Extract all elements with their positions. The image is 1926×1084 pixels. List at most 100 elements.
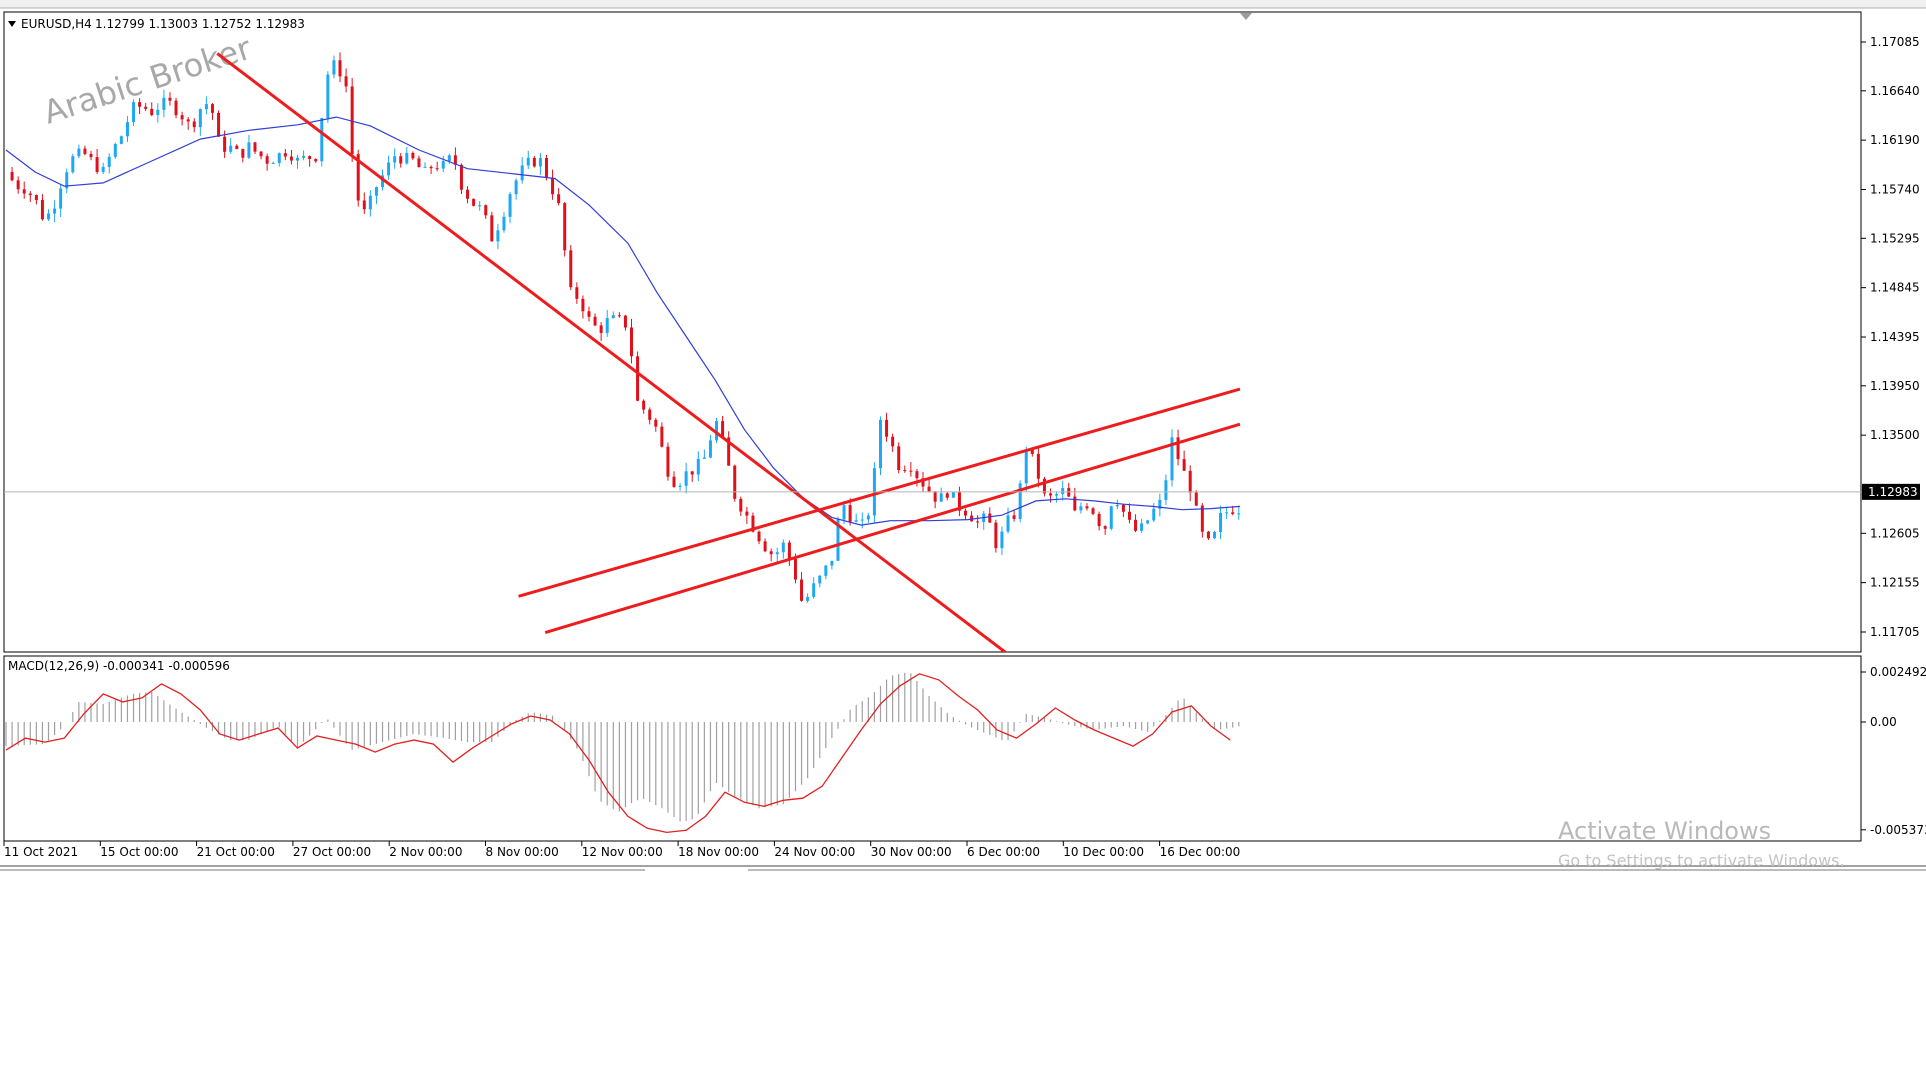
candle-body xyxy=(466,189,470,199)
candle-body xyxy=(702,457,706,459)
candle-body xyxy=(265,156,269,164)
candle-body xyxy=(1225,512,1229,514)
candle-body xyxy=(939,493,943,502)
candle-body xyxy=(1140,523,1144,531)
candle-body xyxy=(1030,449,1034,454)
candle-body xyxy=(283,153,287,157)
candle-body xyxy=(259,151,263,157)
candle-body xyxy=(447,155,451,162)
candle-body xyxy=(666,446,670,477)
candle-body xyxy=(1152,508,1156,521)
candle-body xyxy=(101,166,105,173)
windows-activation-subtitle: Go to Settings to activate Windows. xyxy=(1558,851,1845,870)
candle-body xyxy=(65,172,69,189)
ohlc-values: 1.12799 1.13003 1.12752 1.12983 xyxy=(95,17,305,31)
trendline-3[interactable] xyxy=(544,422,1241,634)
price-tick-label: 1.15295 xyxy=(1870,231,1920,245)
candle-body xyxy=(89,153,93,158)
candle-body xyxy=(192,121,196,128)
candle-body xyxy=(678,485,682,487)
candle-body xyxy=(338,60,342,77)
candle-body xyxy=(1176,437,1180,460)
candle-body xyxy=(1115,504,1119,507)
candle-body xyxy=(119,136,123,144)
candle-body xyxy=(253,142,257,152)
symbol-dropdown-icon[interactable] xyxy=(8,21,16,27)
candle-body xyxy=(1049,493,1053,496)
candle-body xyxy=(453,155,457,165)
candle-body xyxy=(132,102,136,123)
candle-body xyxy=(1055,493,1059,496)
candle-body xyxy=(162,97,166,110)
candle-body xyxy=(587,311,591,317)
candle-body xyxy=(198,109,202,128)
candle-body xyxy=(660,426,664,447)
candle-body xyxy=(800,579,804,601)
candle-body xyxy=(508,194,512,217)
candle-body xyxy=(976,521,980,523)
candle-body xyxy=(842,505,846,520)
candle-body xyxy=(854,520,858,522)
candle-body xyxy=(994,522,998,549)
candle-body xyxy=(459,164,463,190)
macd-panel[interactable] xyxy=(3,655,1862,842)
candle-body xyxy=(22,189,26,194)
candle-body xyxy=(1170,437,1174,481)
candle-body xyxy=(654,419,658,427)
time-tick-label: 10 Dec 00:00 xyxy=(1063,845,1144,859)
candle-body xyxy=(630,327,634,357)
candle-body xyxy=(818,575,822,584)
candle-body xyxy=(557,194,561,204)
candle-body xyxy=(295,157,299,161)
candle-body xyxy=(1024,449,1028,484)
candle-body xyxy=(1091,508,1095,514)
price-tick-label: 1.16190 xyxy=(1870,133,1920,147)
trendline-1[interactable] xyxy=(216,52,1014,659)
candle-body xyxy=(623,315,627,328)
candle-body xyxy=(484,205,488,216)
candle-body xyxy=(34,195,38,201)
time-tick-label: 2 Nov 00:00 xyxy=(389,845,462,859)
candle-body xyxy=(781,542,785,553)
candle-body xyxy=(806,596,810,601)
price-tick-label: 1.16640 xyxy=(1870,84,1920,98)
price-tick-label: 1.13500 xyxy=(1870,428,1920,442)
candle-body xyxy=(405,152,409,164)
trendline-2[interactable] xyxy=(518,387,1241,598)
candle-body xyxy=(71,156,75,173)
candle-body xyxy=(860,519,864,521)
chart-shift-marker[interactable] xyxy=(1240,13,1252,20)
candle-body xyxy=(733,465,737,499)
candle-body xyxy=(951,491,955,498)
candle-body xyxy=(1206,531,1210,539)
candle-body xyxy=(1121,504,1125,512)
time-tick-label: 15 Oct 00:00 xyxy=(100,845,178,859)
candle-body xyxy=(1103,526,1107,529)
price-series xyxy=(10,52,1241,603)
candle-body xyxy=(399,156,403,164)
candle-body xyxy=(1219,512,1223,532)
candle-body xyxy=(217,112,221,137)
candle-body xyxy=(210,104,214,113)
candle-body xyxy=(1134,519,1138,531)
candle-body xyxy=(174,100,178,116)
candle-body xyxy=(787,542,791,559)
candle-body xyxy=(1182,459,1186,471)
time-tick-label: 24 Nov 00:00 xyxy=(774,845,855,859)
time-tick-label: 6 Dec 00:00 xyxy=(967,845,1040,859)
candle-body xyxy=(903,469,907,471)
price-tick-label: 1.14395 xyxy=(1870,330,1920,344)
candle-body xyxy=(957,491,961,511)
candle-body xyxy=(77,148,81,157)
time-tick-label: 18 Nov 00:00 xyxy=(678,845,759,859)
candle-body xyxy=(95,157,99,173)
candle-body xyxy=(581,298,585,312)
candle-body xyxy=(1188,470,1192,493)
candle-body xyxy=(490,215,494,242)
price-panel[interactable] xyxy=(3,11,1862,653)
candle-body xyxy=(1061,488,1065,494)
trendlines[interactable] xyxy=(216,52,1241,659)
candle-body xyxy=(909,470,913,472)
